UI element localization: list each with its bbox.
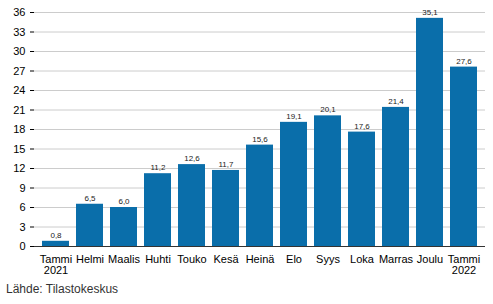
- svg-text:15: 15: [13, 143, 25, 155]
- svg-text:Loka: Loka: [350, 253, 375, 265]
- svg-text:6,0: 6,0: [118, 197, 130, 206]
- svg-text:24: 24: [13, 84, 25, 96]
- svg-text:Maalis: Maalis: [108, 253, 140, 265]
- svg-text:35,1: 35,1: [422, 8, 438, 17]
- svg-text:Huhti: Huhti: [145, 253, 171, 265]
- svg-text:0,8: 0,8: [50, 231, 62, 240]
- svg-text:30: 30: [13, 45, 25, 57]
- svg-text:Tammi2022: Tammi2022: [448, 253, 480, 276]
- svg-text:Marras: Marras: [379, 253, 414, 265]
- svg-text:21,4: 21,4: [388, 97, 404, 106]
- svg-text:18: 18: [13, 123, 25, 135]
- svg-text:0: 0: [19, 240, 25, 252]
- svg-text:3: 3: [19, 221, 25, 233]
- svg-text:11,2: 11,2: [151, 163, 167, 172]
- svg-text:20,1: 20,1: [320, 105, 336, 114]
- svg-text:21: 21: [13, 104, 25, 116]
- svg-text:9: 9: [19, 182, 25, 194]
- svg-text:12: 12: [13, 162, 25, 174]
- svg-text:6,5: 6,5: [84, 194, 96, 203]
- svg-text:Kesä: Kesä: [213, 253, 239, 265]
- svg-text:15,6: 15,6: [252, 135, 268, 144]
- svg-text:27: 27: [13, 65, 25, 77]
- svg-text:Joulu: Joulu: [417, 253, 443, 265]
- html-text:Lähde: Tilastokeskus: Lähde: Tilastokeskus: [6, 282, 119, 296]
- svg-text:Tammi2021: Tammi2021: [40, 253, 72, 276]
- svg-text:Heinä: Heinä: [246, 253, 276, 265]
- svg-text:Elo: Elo: [286, 253, 302, 265]
- svg-text:19,1: 19,1: [286, 112, 302, 121]
- svg-text:Helmi: Helmi: [76, 253, 104, 265]
- svg-text:11,7: 11,7: [219, 160, 235, 169]
- svg-text:33: 33: [13, 26, 25, 38]
- svg-text:6: 6: [19, 201, 25, 213]
- svg-text:27,6: 27,6: [456, 57, 472, 66]
- svg-text:Touko: Touko: [177, 253, 206, 265]
- svg-text:12,6: 12,6: [184, 154, 200, 163]
- svg-text:Syys: Syys: [316, 253, 340, 265]
- svg-text:36: 36: [13, 6, 25, 18]
- svg-text:17,6: 17,6: [354, 122, 370, 131]
